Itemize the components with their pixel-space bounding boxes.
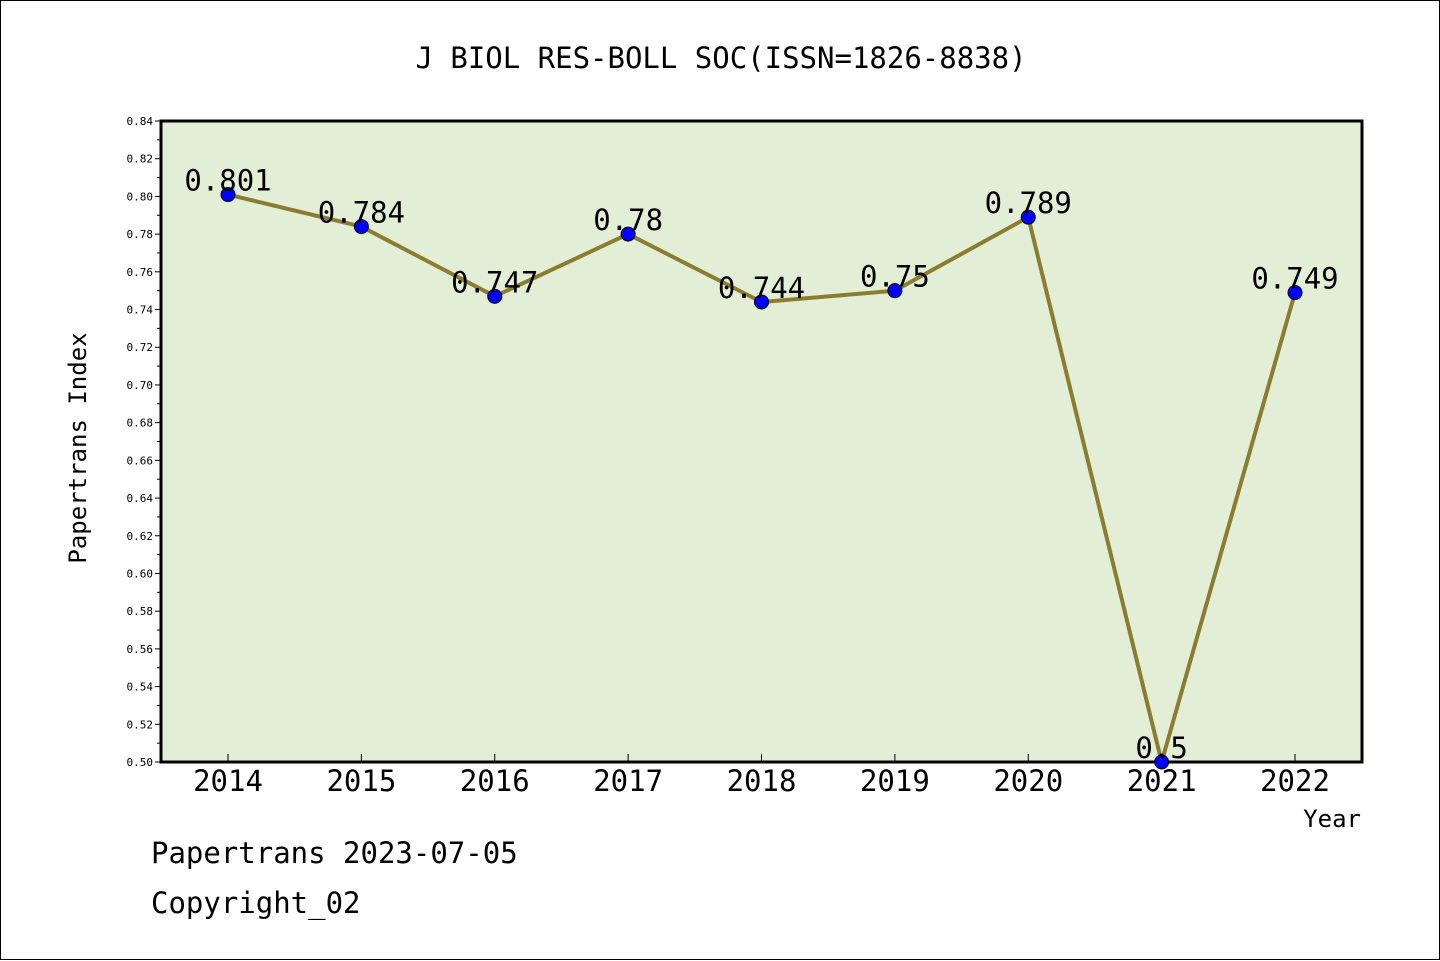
- data-point: [353, 219, 369, 235]
- y-axis: 0.50 0.52 0.54 0.56 0.58 0.60 0.62 0.64 0.66 0.68…: [127, 115, 161, 769]
- x-tick-label: 2019: [860, 764, 930, 798]
- x-tick-label: 2017: [593, 764, 663, 798]
- data-point: [1020, 209, 1036, 225]
- y-tick-label: 0.52: [127, 718, 154, 731]
- x-tick-label: 2022: [1260, 764, 1330, 798]
- y-tick-label: 0.76: [127, 266, 154, 279]
- x-tick-label: 2016: [460, 764, 530, 798]
- data-label: 0.801: [184, 164, 271, 198]
- x-tick-label: 2020: [993, 764, 1063, 798]
- y-tick-label: 0.80: [127, 190, 154, 203]
- x-tick-label: 2021: [1127, 764, 1197, 798]
- data-point: [1287, 285, 1303, 301]
- footer-date: Papertrans 2023-07-05: [151, 836, 518, 870]
- data-label: 0.789: [985, 186, 1072, 220]
- data-point: [754, 294, 769, 310]
- data-point: [1154, 754, 1170, 770]
- x-axis-label: Year: [1303, 805, 1361, 833]
- data-point: [620, 226, 636, 242]
- y-tick-label: 0.54: [127, 681, 154, 694]
- y-tick-label: 0.56: [127, 643, 154, 656]
- y-tick-label: 0.68: [127, 417, 154, 430]
- data-point: [887, 283, 903, 299]
- y-tick-label: 0.64: [127, 492, 154, 505]
- y-tick-label: 0.84: [127, 115, 154, 128]
- chart-title: J BIOL RES-BOLL SOC(ISSN=1826-8838): [415, 41, 1026, 75]
- data-label: 0.747: [451, 265, 538, 299]
- footer-copyright: Copyright_02: [151, 886, 361, 920]
- y-tick-label: 0.60: [127, 567, 154, 580]
- y-tick-label: 0.58: [127, 605, 154, 618]
- y-tick-label: 0.78: [127, 228, 154, 241]
- y-axis-label: Papertrans Index: [64, 332, 92, 563]
- data-label: 0.75: [860, 260, 930, 294]
- y-tick-label: 0.74: [127, 304, 154, 317]
- data-label: 0.749: [1251, 262, 1338, 296]
- y-tick-label: 0.72: [127, 341, 154, 354]
- x-tick-label: 2015: [326, 764, 396, 798]
- y-tick-label: 0.62: [127, 530, 154, 543]
- x-tick-label: 2018: [727, 764, 797, 798]
- data-label: 0.5: [1135, 731, 1187, 765]
- data-label: 0.78: [593, 203, 663, 237]
- y-tick-label: 0.66: [127, 454, 154, 467]
- data-label: 0.744: [718, 271, 805, 305]
- data-label: 0.784: [318, 196, 405, 230]
- x-tick-label: 2014: [193, 764, 263, 798]
- y-tick-label: 0.70: [127, 379, 154, 392]
- data-point: [220, 187, 236, 203]
- x-axis: 2014 2015 2016 2017 2018 2019 2020 2021 2022: [193, 754, 1330, 798]
- series-layer: 0.801 0.784 0.747 0.78 0.744 0.75 0.789 0.5 0.74…: [184, 164, 1339, 770]
- y-tick-label: 0.82: [127, 153, 154, 166]
- data-point: [487, 288, 503, 304]
- y-tick-label: 0.50: [127, 756, 154, 769]
